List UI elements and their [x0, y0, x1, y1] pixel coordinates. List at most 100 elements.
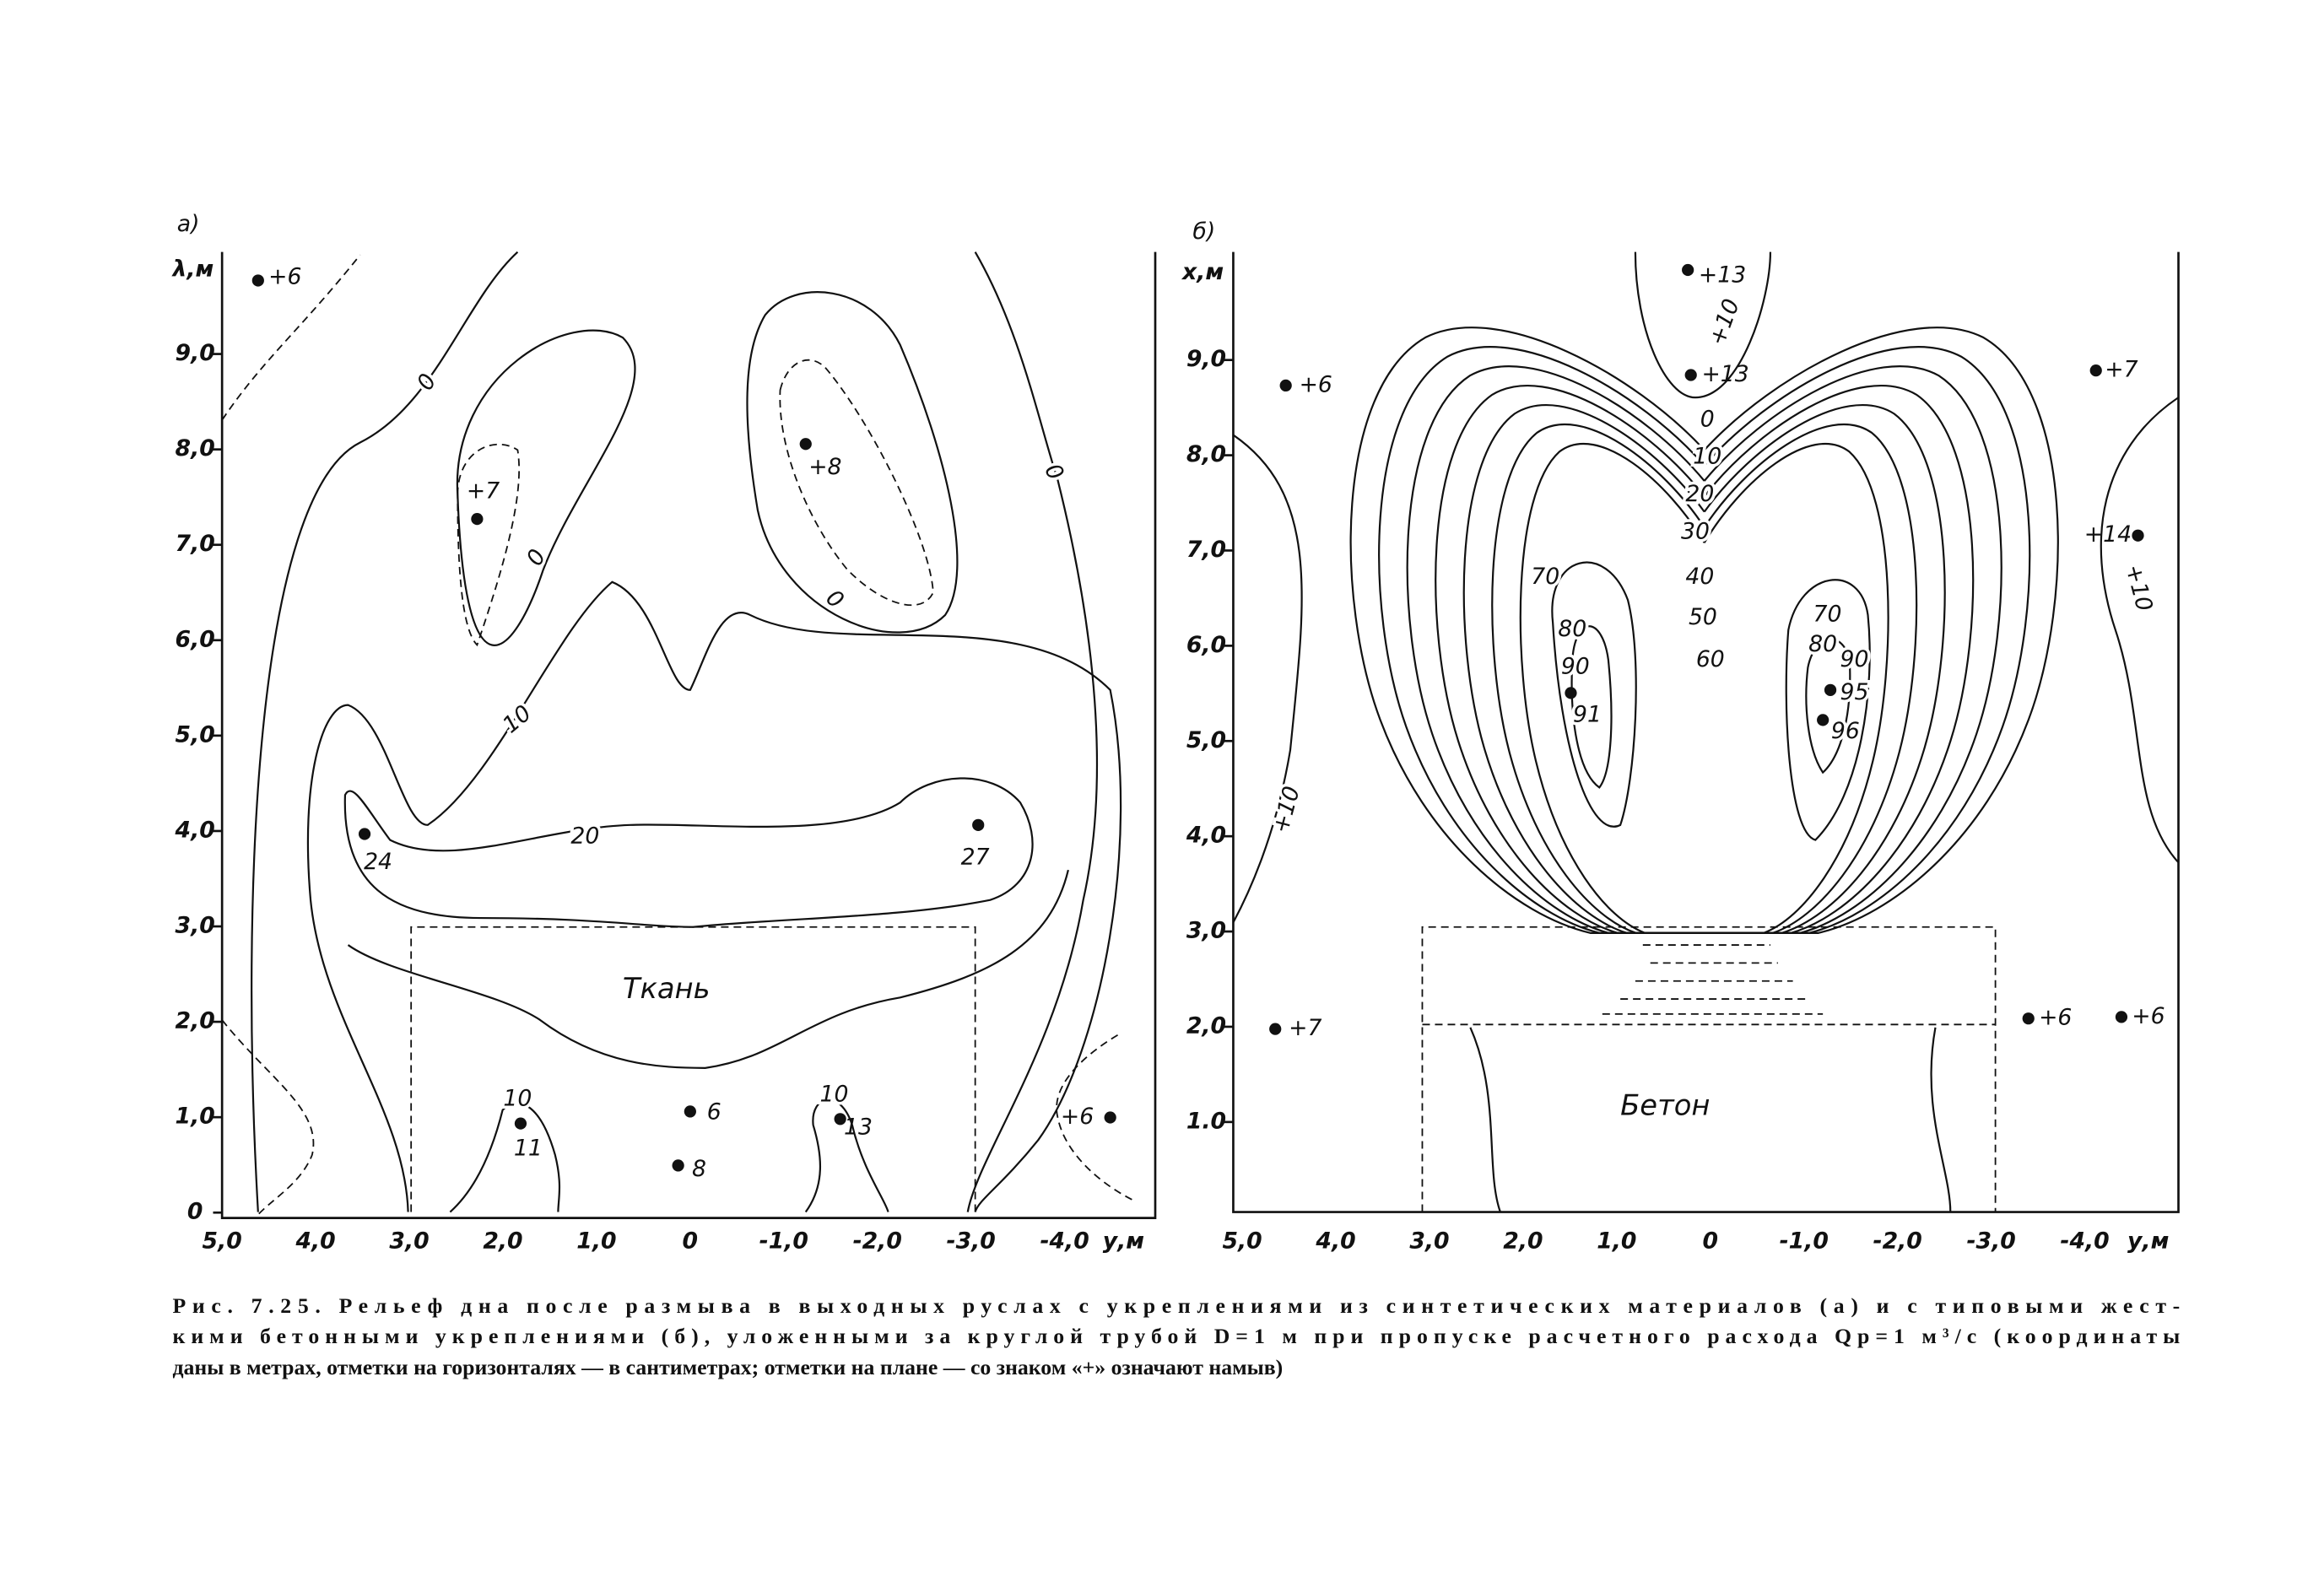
contour-label: 70: [1531, 564, 1559, 590]
x-tick-label: -1,0: [759, 1228, 808, 1255]
point-label: +7: [2105, 357, 2138, 383]
contour-label: 0: [1700, 406, 1715, 432]
contour: [1602, 945, 1823, 1014]
contour: [1806, 640, 1850, 773]
contour-label: 40: [1685, 564, 1714, 590]
contour-label: 0: [1039, 459, 1068, 484]
point: [358, 828, 371, 840]
point: [799, 438, 812, 451]
x-axis-label: у,м: [2127, 1228, 2169, 1255]
y-tick-label: 4,0: [1186, 823, 1226, 849]
y-tick-label: 4,0: [175, 817, 215, 843]
panel-b-drawing: [1232, 251, 2180, 1213]
point-label: 8: [692, 1156, 706, 1182]
y-tick-label: 7,0: [1186, 537, 1226, 563]
contour: [457, 331, 635, 645]
y-axis-label: x,м: [1181, 259, 1224, 285]
caption-line: даны в метрах, отметки на горизонталях —…: [172, 1355, 1283, 1379]
y-axis-label: λ,м: [170, 256, 213, 283]
caption-line: Рис. 7.25. Рельеф дна после размыва в вы…: [172, 1293, 2180, 1318]
contour-label: 96: [1831, 718, 1860, 744]
contour-label: 90: [1840, 646, 1869, 672]
contour-label: +10: [1704, 295, 1744, 348]
contour-label: 60: [1696, 646, 1725, 672]
point: [1279, 379, 1292, 392]
point-label: 6: [707, 1099, 722, 1125]
y-tick-label: 8,0: [1186, 441, 1226, 467]
caption-line: кими бетонными укреплениями (б), уложенн…: [172, 1324, 2180, 1348]
y-tick-label: 3,0: [1186, 918, 1226, 944]
point: [1817, 714, 1829, 726]
contour: [1786, 580, 1870, 839]
x-tick-label: -3,0: [1966, 1228, 2015, 1255]
contour: [457, 445, 519, 645]
contour-label: 90: [1561, 654, 1590, 680]
x-tick-label: 4,0: [1315, 1228, 1355, 1255]
contour-label: 20: [570, 823, 599, 850]
point-label: +14: [2084, 521, 2132, 548]
contour-label: 10: [1693, 444, 1721, 470]
point-label: +6: [1300, 371, 1332, 397]
structure-outline: [411, 927, 975, 1212]
x-axis-label: у,м: [1103, 1228, 1144, 1255]
contour-label: 10: [498, 700, 537, 739]
point-label: +7: [1289, 1015, 1321, 1041]
contour: [1057, 1035, 1132, 1201]
contour: [2101, 397, 2179, 862]
y-tick-label: 5,0: [176, 721, 215, 748]
point: [1684, 369, 1697, 381]
point: [1104, 1111, 1116, 1124]
point: [2132, 529, 2144, 542]
point-label: 27: [961, 844, 990, 870]
y-tick-label: 0: [187, 1199, 203, 1225]
point: [514, 1117, 527, 1130]
x-tick-label: -3,0: [947, 1228, 996, 1255]
contour-label: 80: [1808, 631, 1837, 657]
point: [1824, 683, 1837, 696]
contour-label: 70: [1813, 601, 1842, 627]
point-label: +6: [2132, 1003, 2165, 1029]
panel-label: а): [177, 211, 200, 237]
x-tick-label: 0: [683, 1228, 699, 1255]
contour-label: 30: [1681, 519, 1710, 545]
x-tick-label: 3,0: [389, 1228, 429, 1255]
point-label: 24: [364, 849, 392, 875]
y-tick-label: 1.0: [1186, 1108, 1226, 1134]
point: [834, 1113, 846, 1125]
x-tick-label: 2,0: [1503, 1228, 1543, 1255]
panel-a-drawing: [220, 252, 1157, 1219]
point-label: 11: [514, 1135, 543, 1161]
point: [2089, 364, 2102, 377]
x-tick-label: -4,0: [2060, 1228, 2109, 1255]
y-tick-label: 6,0: [1186, 632, 1226, 658]
x-tick-label: 3,0: [1409, 1228, 1449, 1255]
contour-group: [1351, 327, 2058, 933]
x-tick-label: 0: [1703, 1228, 1719, 1255]
y-tick-label: 7,0: [176, 531, 215, 557]
point: [471, 513, 484, 526]
structure-outline: [1422, 927, 1995, 1212]
x-tick-label: 5,0: [1222, 1228, 1262, 1255]
x-tick-label: -1,0: [1780, 1228, 1829, 1255]
point: [251, 274, 264, 287]
contour: [1572, 626, 1612, 787]
x-tick-label: 4,0: [295, 1228, 335, 1255]
contour: [222, 255, 360, 420]
point: [972, 818, 985, 831]
region-label: Бетон: [1620, 1089, 1710, 1122]
y-tick-label: 5,0: [1186, 727, 1226, 753]
point: [1565, 687, 1577, 699]
point: [2115, 1011, 2128, 1023]
frame: [1232, 251, 2180, 1213]
point-label: +13: [1701, 361, 1748, 387]
contour-label: 10: [503, 1086, 532, 1112]
point: [684, 1105, 696, 1118]
y-tick-label: 3,0: [176, 913, 215, 939]
contour: [747, 292, 957, 632]
x-tick-label: 1,0: [576, 1228, 616, 1255]
y-tick-label: 1,0: [176, 1104, 215, 1130]
contour: [780, 360, 933, 606]
contour: [251, 252, 517, 1212]
point: [2022, 1012, 2035, 1025]
